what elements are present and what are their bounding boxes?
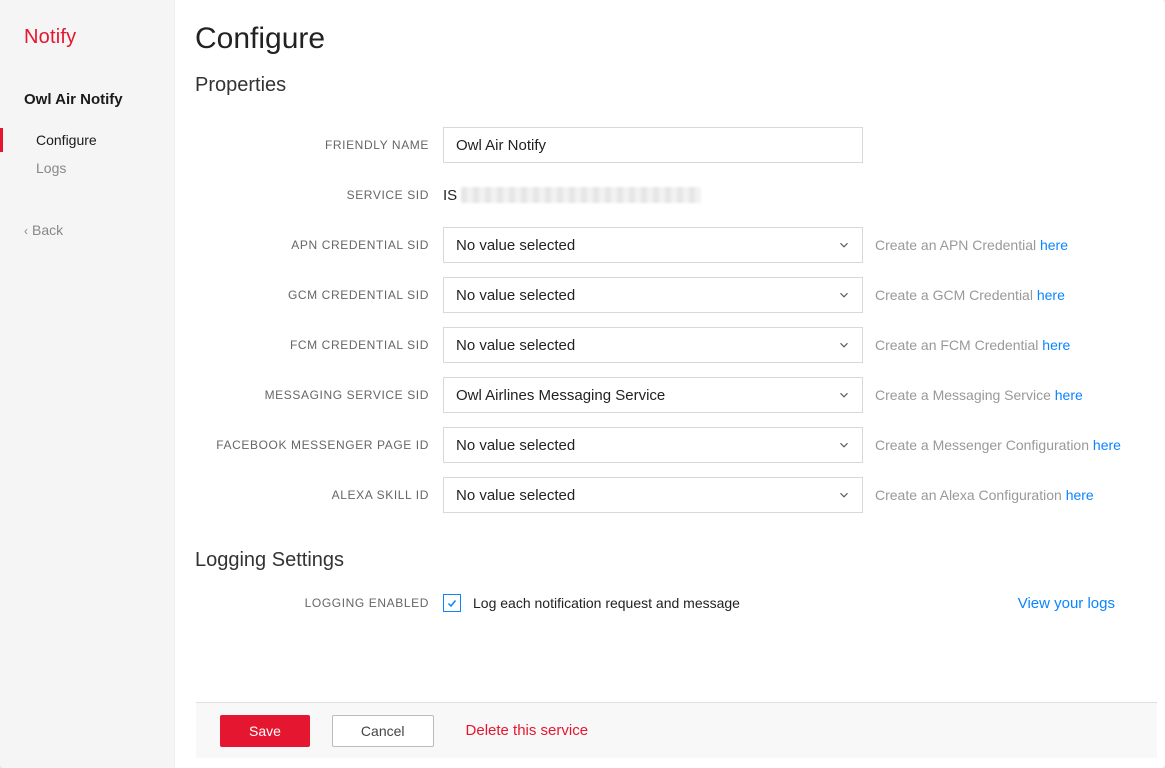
link-create-messaging[interactable]: here xyxy=(1055,387,1083,403)
hint-apn-text: Create an APN Credential xyxy=(875,237,1040,253)
link-create-alexa[interactable]: here xyxy=(1066,487,1094,503)
hint-messaging-text: Create a Messaging Service xyxy=(875,387,1055,403)
fcm-credential-select[interactable]: No value selected xyxy=(443,327,863,363)
link-create-fb[interactable]: here xyxy=(1093,437,1121,453)
delete-service-link[interactable]: Delete this service xyxy=(466,722,589,739)
hint-gcm: Create a GCM Credential here xyxy=(875,287,1065,303)
fb-messenger-select[interactable]: No value selected xyxy=(443,427,863,463)
row-fb-messenger: FACEBOOK MESSENGER PAGE ID No value sele… xyxy=(195,427,1135,463)
properties-form: FRIENDLY NAME SERVICE SID IS APN CREDENT… xyxy=(195,127,1135,513)
hint-gcm-text: Create a GCM Credential xyxy=(875,287,1037,303)
sidebar-item-label: Logs xyxy=(36,160,66,176)
row-friendly-name: FRIENDLY NAME xyxy=(195,127,1135,163)
footer-action-bar: Save Cancel Delete this service xyxy=(196,702,1157,758)
page-title: Configure xyxy=(195,22,1135,56)
check-icon xyxy=(446,597,458,609)
label-logging: LOGGING ENABLED xyxy=(195,596,443,610)
sidebar-item-configure[interactable]: Configure xyxy=(24,126,174,154)
row-logging-enabled: LOGGING ENABLED Log each notification re… xyxy=(195,594,1115,612)
label-fb: FACEBOOK MESSENGER PAGE ID xyxy=(195,438,443,452)
app-frame: Notify Owl Air Notify Configure Logs ‹ Ba… xyxy=(0,0,1165,768)
logging-description: Log each notification request and messag… xyxy=(473,595,740,611)
chevron-left-icon: ‹ xyxy=(24,224,28,238)
sidebar-product-title: Notify xyxy=(24,26,174,49)
hint-apn: Create an APN Credential here xyxy=(875,237,1068,253)
sidebar-nav: Configure Logs xyxy=(24,126,174,182)
row-fcm-credential: FCM CREDENTIAL SID No value selected Cre… xyxy=(195,327,1135,363)
view-logs-container: View your logs xyxy=(978,595,1115,612)
label-apn: APN CREDENTIAL SID xyxy=(195,238,443,252)
main-content: Configure Properties FRIENDLY NAME SERVI… xyxy=(175,0,1165,768)
messaging-service-select[interactable]: Owl Airlines Messaging Service xyxy=(443,377,863,413)
service-sid-value: IS xyxy=(443,187,863,204)
hint-fb: Create a Messenger Configuration here xyxy=(875,437,1121,453)
gcm-credential-select[interactable]: No value selected xyxy=(443,277,863,313)
label-alexa: ALEXA SKILL ID xyxy=(195,488,443,502)
apn-credential-select[interactable]: No value selected xyxy=(443,227,863,263)
row-gcm-credential: GCM CREDENTIAL SID No value selected Cre… xyxy=(195,277,1135,313)
hint-fb-text: Create a Messenger Configuration xyxy=(875,437,1093,453)
row-apn-credential: APN CREDENTIAL SID No value selected Cre… xyxy=(195,227,1135,263)
sidebar-section-title: Owl Air Notify xyxy=(24,91,174,108)
label-fcm: FCM CREDENTIAL SID xyxy=(195,338,443,352)
hint-alexa: Create an Alexa Configuration here xyxy=(875,487,1094,503)
label-messaging: MESSAGING SERVICE SID xyxy=(195,388,443,402)
hint-messaging: Create a Messaging Service here xyxy=(875,387,1083,403)
sidebar-back-link[interactable]: ‹ Back xyxy=(24,222,174,238)
label-friendly-name: FRIENDLY NAME xyxy=(195,138,443,152)
service-sid-redacted xyxy=(461,187,701,203)
link-create-apn[interactable]: here xyxy=(1040,237,1068,253)
logging-enabled-checkbox[interactable] xyxy=(443,594,461,612)
sidebar-item-label: Configure xyxy=(36,132,97,148)
label-gcm: GCM CREDENTIAL SID xyxy=(195,288,443,302)
link-create-fcm[interactable]: here xyxy=(1042,337,1070,353)
save-button[interactable]: Save xyxy=(220,715,310,747)
hint-fcm: Create an FCM Credential here xyxy=(875,337,1070,353)
cancel-button[interactable]: Cancel xyxy=(332,715,434,747)
sidebar-item-logs[interactable]: Logs xyxy=(24,154,174,182)
hint-alexa-text: Create an Alexa Configuration xyxy=(875,487,1066,503)
friendly-name-input[interactable] xyxy=(443,127,863,163)
row-service-sid: SERVICE SID IS xyxy=(195,177,1135,213)
label-service-sid: SERVICE SID xyxy=(195,188,443,202)
section-logging-heading: Logging Settings xyxy=(195,549,1135,572)
hint-fcm-text: Create an FCM Credential xyxy=(875,337,1042,353)
alexa-skill-select[interactable]: No value selected xyxy=(443,477,863,513)
sidebar-back-label: Back xyxy=(32,222,63,238)
service-sid-prefix: IS xyxy=(443,187,457,204)
section-properties-heading: Properties xyxy=(195,74,1135,97)
link-view-logs[interactable]: View your logs xyxy=(1018,595,1115,612)
row-alexa: ALEXA SKILL ID No value selected Create … xyxy=(195,477,1135,513)
sidebar: Notify Owl Air Notify Configure Logs ‹ Ba… xyxy=(0,0,175,768)
link-create-gcm[interactable]: here xyxy=(1037,287,1065,303)
row-messaging-service: MESSAGING SERVICE SID Owl Airlines Messa… xyxy=(195,377,1135,413)
